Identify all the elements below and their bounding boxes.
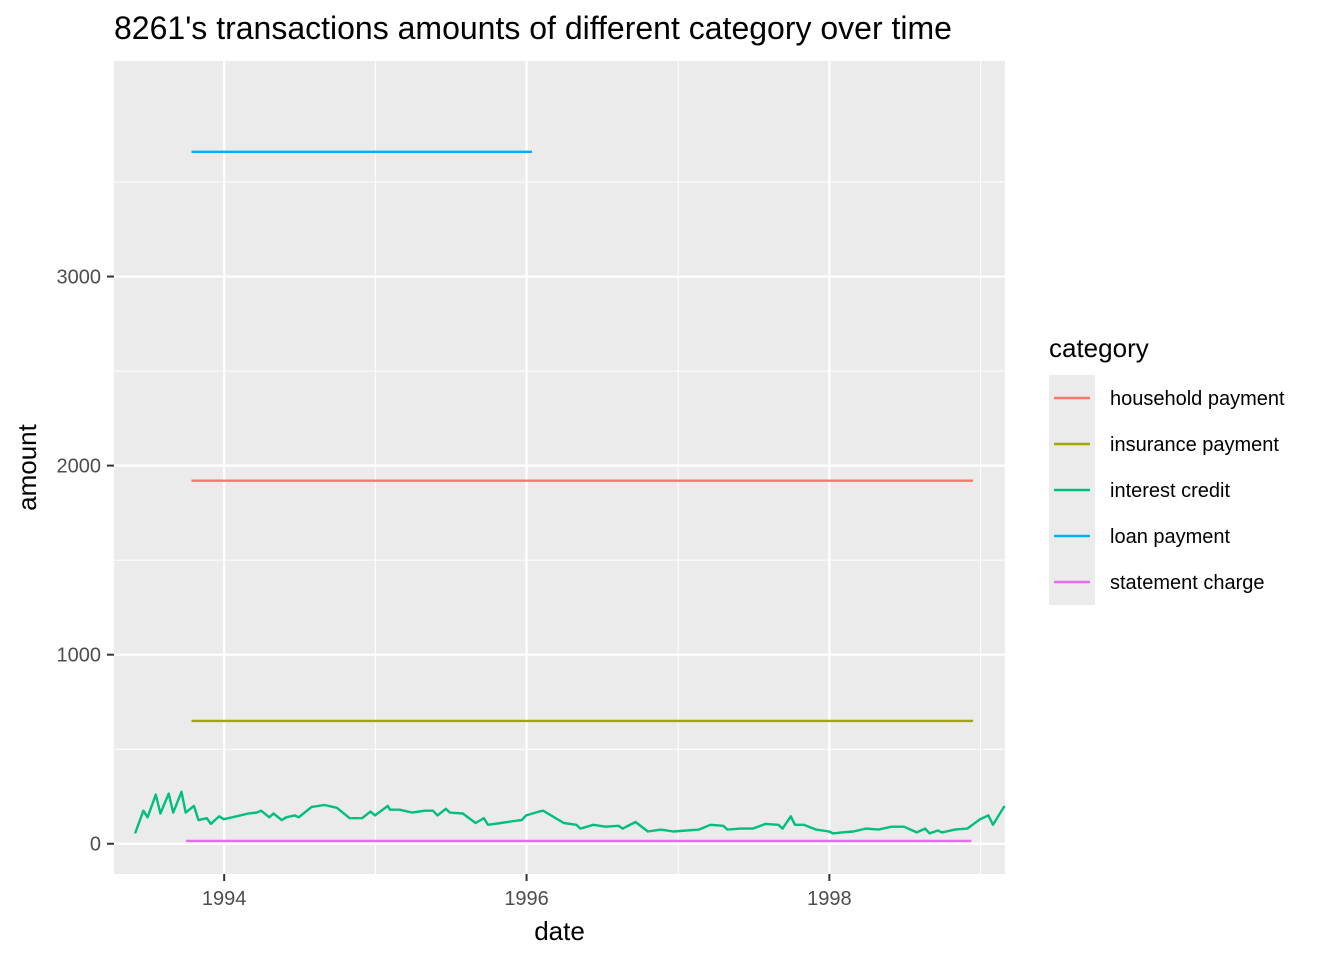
legend-label-insurance-payment: insurance payment — [1110, 434, 1279, 456]
y-axis-title: amount — [12, 423, 42, 510]
x-tick-label: 1998 — [807, 888, 852, 910]
legend-label-loan-payment: loan payment — [1110, 526, 1231, 548]
y-tick-label: 0 — [90, 834, 101, 856]
x-axis-title: date — [534, 916, 585, 946]
series-line-interest-credit — [133, 790, 1006, 835]
x-tick-label: 1994 — [202, 888, 247, 910]
legend-label-interest-credit: interest credit — [1110, 480, 1230, 502]
legend-label-household-payment: household payment — [1110, 388, 1285, 410]
series-lines — [133, 150, 1006, 843]
x-axis: 1994 1996 1998 — [202, 874, 852, 910]
y-tick-label: 1000 — [57, 645, 102, 667]
major-gridlines — [114, 61, 1005, 874]
legend-items: household payment insurance payment intere… — [1054, 388, 1285, 594]
legend: category household payment insurance paym… — [1049, 333, 1285, 605]
legend-label-statement-charge: statement charge — [1110, 572, 1265, 594]
plot-panel — [114, 61, 1005, 874]
y-tick-label: 3000 — [57, 267, 102, 289]
y-tick-label: 2000 — [57, 456, 102, 478]
chart-title: 8261's transactions amounts of different… — [114, 10, 952, 46]
minor-gridlines — [114, 61, 1005, 874]
y-axis: 0 1000 2000 3000 — [57, 267, 114, 856]
x-tick-label: 1996 — [504, 888, 549, 910]
legend-title: category — [1049, 333, 1149, 363]
